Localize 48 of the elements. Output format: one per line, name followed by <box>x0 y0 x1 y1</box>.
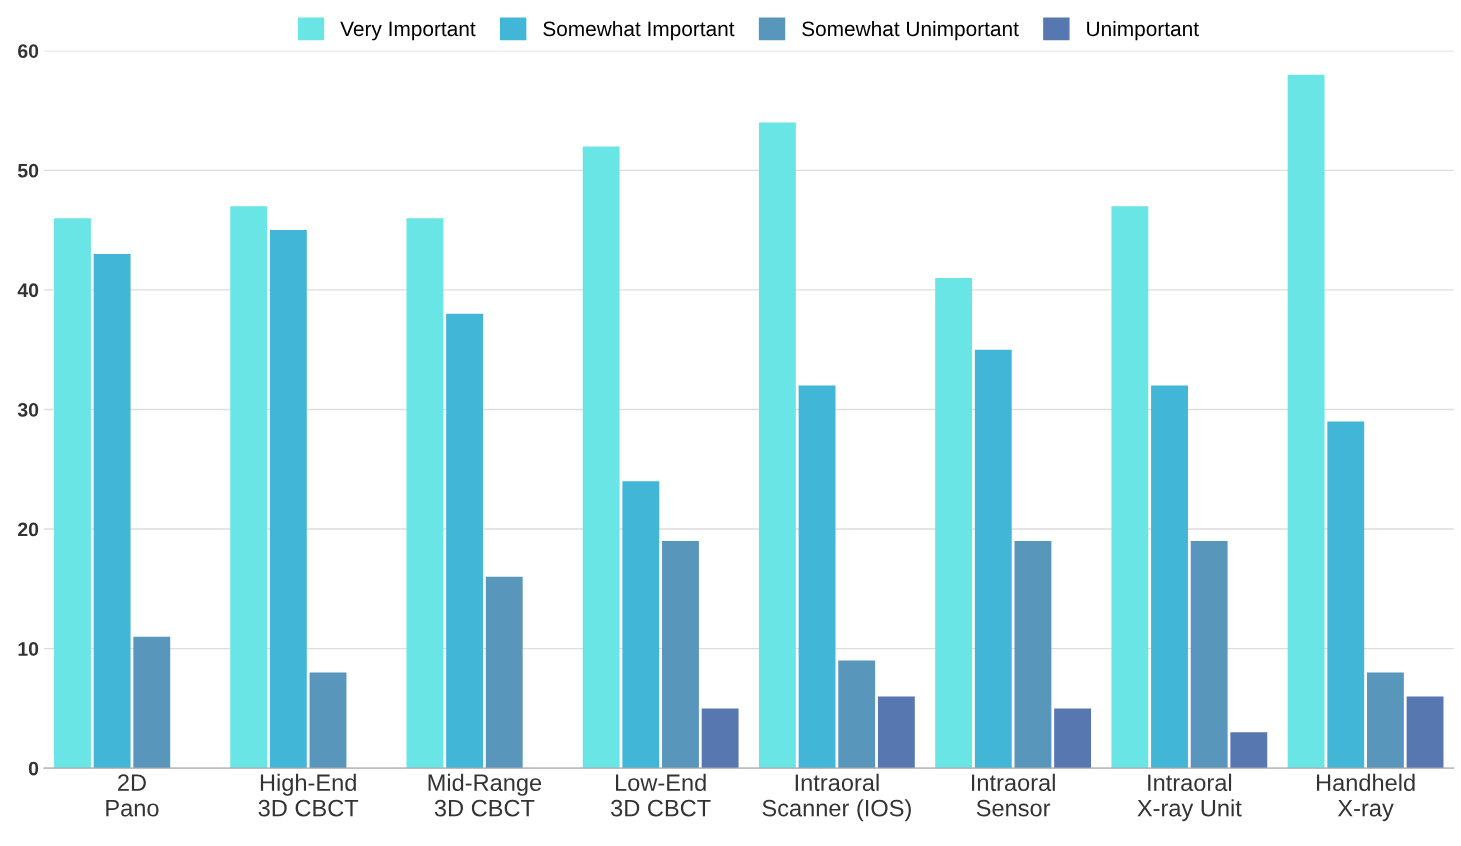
x-tick-label: High-End 3D CBCT <box>258 773 359 817</box>
bar <box>485 576 523 769</box>
bar <box>1230 732 1268 769</box>
legend-label: Very Important <box>340 21 476 41</box>
bar <box>93 254 131 769</box>
x-tick-label: Intraoral Sensor <box>971 773 1055 817</box>
bar <box>1287 74 1325 769</box>
legend-label: Somewhat Unimportant <box>802 20 1019 41</box>
x-tick-label: Mid-Range 3D CBCT <box>428 773 542 817</box>
x-tick-label: Low-End 3D CBCT <box>611 773 711 817</box>
bar <box>1054 708 1092 769</box>
bar <box>133 636 171 769</box>
bar <box>1014 540 1052 769</box>
bar <box>406 218 444 769</box>
bar <box>1111 206 1149 769</box>
bar <box>622 481 660 769</box>
legend-label: Unimportant <box>1087 20 1199 41</box>
bar <box>758 122 796 769</box>
y-tick-label: 10 <box>18 642 39 656</box>
bar <box>54 218 91 769</box>
bar <box>1406 696 1444 769</box>
bar <box>662 540 699 769</box>
bar <box>935 277 973 769</box>
bar <box>1327 421 1365 769</box>
y-tick-label: 50 <box>17 163 39 178</box>
bar <box>701 708 739 769</box>
bar <box>1366 672 1404 769</box>
x-tick-label: Intraoral Scanner (IOS) <box>762 773 911 822</box>
legend-label: Somewhat Important <box>543 20 735 41</box>
y-tick-label: 30 <box>17 402 39 417</box>
y-tick-label: 40 <box>17 283 39 298</box>
bar <box>838 660 876 769</box>
y-tick-label: 60 <box>18 44 39 58</box>
bar <box>309 672 347 769</box>
x-tick-label: Handheld X-ray <box>1316 773 1415 822</box>
x-tick-label: Intraoral X-ray Unit <box>1137 773 1242 822</box>
y-tick-label: 0 <box>28 761 39 776</box>
x-tick-label: 2D Pano <box>106 774 159 817</box>
bar <box>877 696 915 769</box>
bar <box>1151 385 1188 769</box>
bar <box>230 206 268 769</box>
bar <box>1190 540 1228 769</box>
bar <box>446 313 484 769</box>
bar <box>269 230 307 769</box>
bar <box>974 349 1012 769</box>
bar <box>798 385 836 769</box>
y-tick-label: 20 <box>18 522 39 537</box>
bar <box>582 146 620 769</box>
